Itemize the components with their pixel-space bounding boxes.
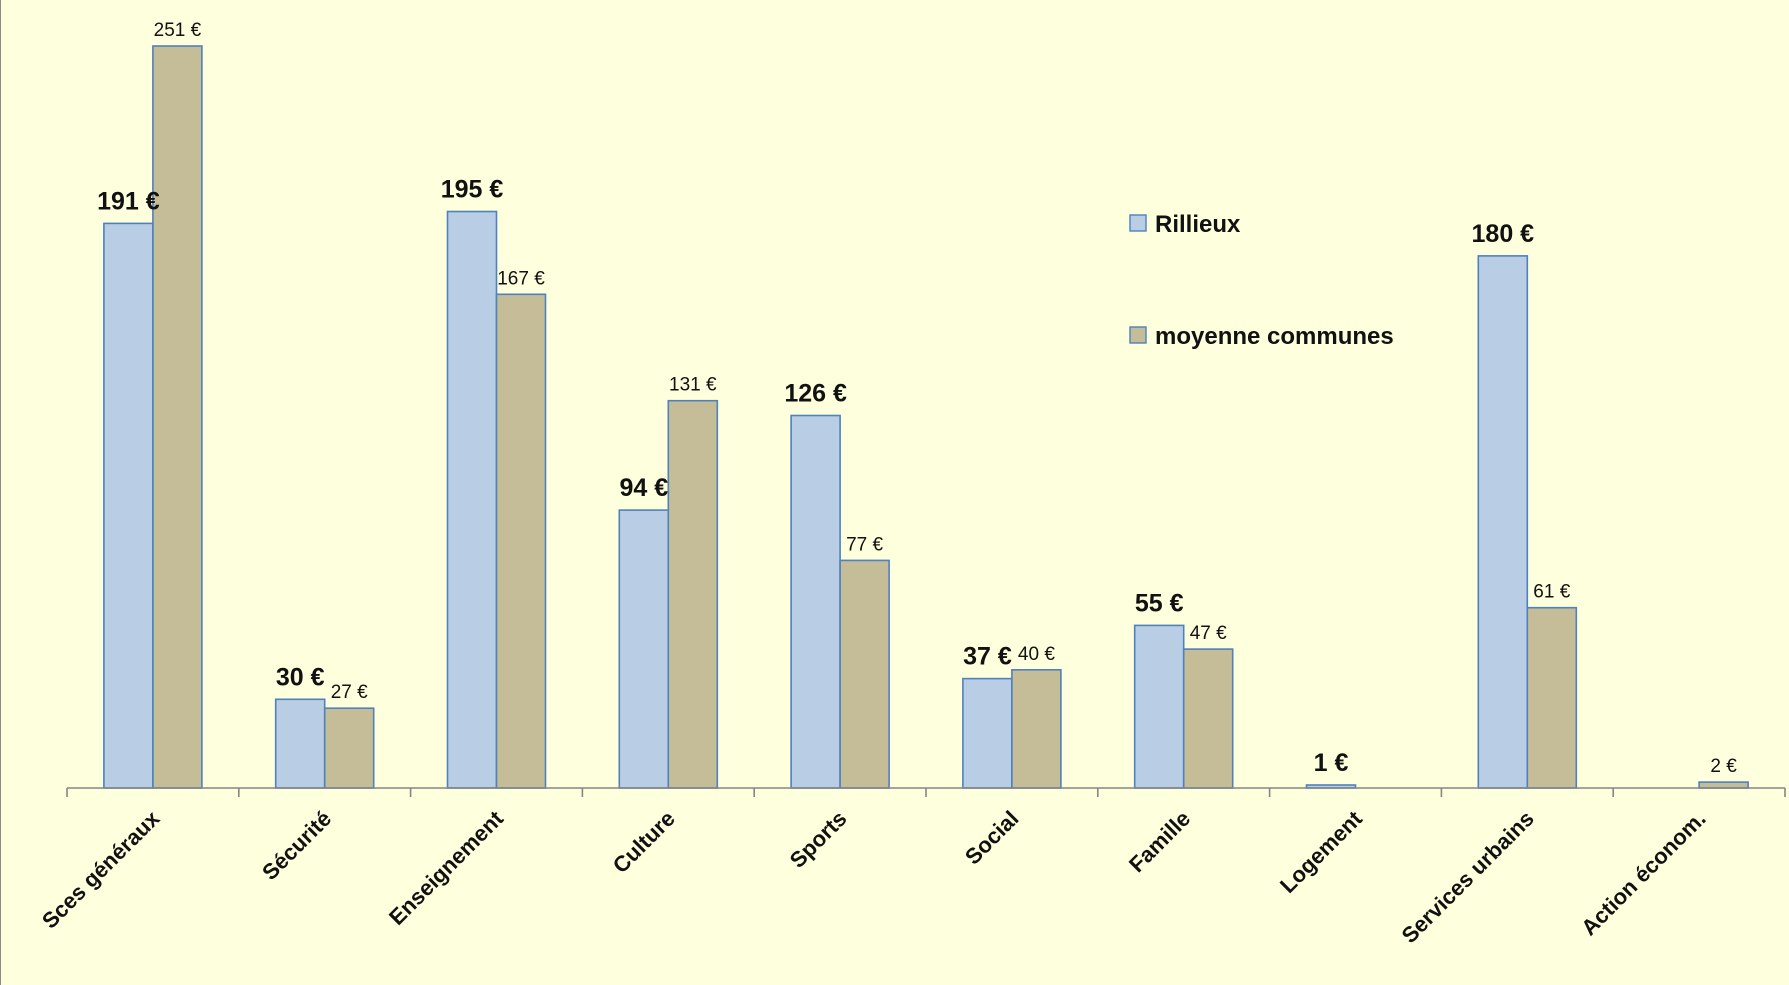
value-label-moyenne-communes-enseignement: 167 € [497, 268, 545, 289]
bar-moyenne-communes-enseignement [495, 293, 547, 789]
value-label-moyenne-communes-action-econom: 2 € [1710, 756, 1737, 777]
legend: Rillieux moyenne communes [1129, 211, 1394, 350]
category-label-sports: Sports [785, 806, 852, 873]
value-label-rillieux-social: 37 € [963, 643, 1012, 671]
value-label-moyenne-communes-services-urbains: 61 € [1533, 582, 1570, 603]
bar-rillieux-famille [1133, 624, 1185, 789]
value-label-rillieux-sports: 126 € [784, 380, 847, 408]
category-label-enseignement: Enseignement [384, 805, 508, 929]
bar-moyenne-communes-culture [667, 399, 719, 789]
bar-rillieux-sces-generaux [103, 222, 154, 789]
value-label-moyenne-communes-securite: 27 € [331, 682, 368, 703]
bar-moyenne-communes-action-econom [1698, 781, 1749, 789]
bars-layer [103, 45, 1749, 789]
bar-moyenne-communes-sces-generaux [152, 45, 203, 789]
bar-rillieux-enseignement [446, 210, 498, 789]
value-labels: 191 € 30 € 195 € 94 € 126 € 37 € 55 € 1 € 180 € 2… [97, 20, 1737, 777]
legend-swatch-moyenne-communes [1129, 326, 1147, 344]
bar-moyenne-communes-famille [1182, 648, 1234, 789]
bar-rillieux-services-urbains [1477, 255, 1529, 789]
category-label-securite: Sécurité [257, 806, 336, 885]
bar-rillieux-sports [790, 414, 841, 789]
value-label-rillieux-securite: 30 € [276, 663, 325, 691]
value-label-rillieux-enseignement: 195 € [441, 176, 504, 204]
bar-rillieux-culture [618, 509, 670, 789]
category-label-action-econom: Action économ. [1576, 806, 1710, 940]
category-labels: Sces généraux Sécurité Enseignement Culture… [37, 805, 1711, 948]
legend-label-rillieux: Rillieux [1155, 211, 1241, 238]
value-label-moyenne-communes-sces-generaux: 251 € [154, 20, 202, 41]
value-label-rillieux-logement: 1 € [1314, 749, 1349, 777]
value-label-rillieux-sces-generaux: 191 € [97, 187, 160, 215]
bar-moyenne-communes-sports [839, 559, 890, 789]
x-axis [66, 787, 1786, 797]
value-label-moyenne-communes-social: 40 € [1018, 644, 1055, 665]
value-label-moyenne-communes-culture: 131 € [669, 375, 717, 396]
category-label-sces-generaux: Sces généraux [37, 805, 165, 933]
category-label-culture: Culture [608, 806, 680, 878]
value-label-moyenne-communes-sports: 77 € [846, 534, 883, 555]
bar-moyenne-communes-securite [323, 707, 375, 789]
category-label-social: Social [960, 806, 1024, 870]
bar-moyenne-communes-services-urbains [1526, 606, 1578, 789]
value-label-rillieux-services-urbains: 180 € [1472, 220, 1535, 248]
bar-rillieux-social [962, 677, 1013, 789]
value-label-rillieux-famille: 55 € [1135, 589, 1184, 617]
bar-moyenne-communes-social [1011, 668, 1062, 789]
legend-label-moyenne-communes: moyenne communes [1155, 323, 1394, 350]
category-label-famille: Famille [1124, 806, 1195, 877]
legend-swatch-rillieux [1129, 214, 1147, 232]
bar-rillieux-securite [274, 698, 326, 789]
value-label-rillieux-culture: 94 € [619, 474, 668, 502]
category-label-logement: Logement [1275, 805, 1367, 897]
category-label-services-urbains: Services urbains [1397, 806, 1539, 948]
value-label-moyenne-communes-famille: 47 € [1190, 623, 1227, 644]
